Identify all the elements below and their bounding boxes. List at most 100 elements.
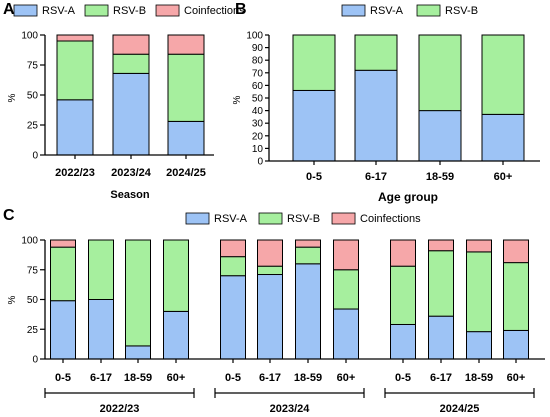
bar-segment-rsv-a: [167, 120, 205, 156]
legend-swatch-coinfections: [331, 212, 356, 225]
bar-segment-rsv-b: [295, 246, 321, 265]
bar-segment-rsv-a: [163, 310, 189, 360]
bar-segment-rsv-a: [503, 329, 529, 360]
bar-segment-rsv-a: [88, 299, 114, 360]
bar-segment-rsv-b: [292, 34, 336, 91]
legend-label: RSV-A: [214, 213, 248, 225]
bar-segment-rsv-b: [50, 246, 76, 302]
bar-segment-rsv-b: [418, 34, 462, 112]
x-tick-label: 60+: [167, 372, 186, 384]
bar-segment-coinfections: [257, 239, 283, 267]
bar-segment-rsv-b: [112, 53, 150, 74]
legend-swatch-rsv-b: [84, 4, 109, 17]
y-tick-label: 40: [252, 106, 264, 117]
bar-segment-rsv-a: [50, 300, 76, 360]
legend-swatch-rsv-a: [185, 212, 210, 225]
bar-segment-coinfections: [295, 239, 321, 248]
x-tick-label: 60+: [494, 171, 513, 183]
y-tick-label: 70: [252, 68, 264, 79]
group-label: 2023/24: [270, 403, 311, 415]
bar-segment-rsv-a: [56, 99, 94, 156]
bar-segment-rsv-a: [295, 263, 321, 360]
legend-swatch-rsv-b: [416, 4, 441, 17]
panel-letter: B: [235, 1, 247, 18]
x-tick-label: 2024/25: [166, 167, 206, 179]
y-tick-label: 50: [252, 94, 264, 105]
x-tick-label: 18-59: [465, 372, 493, 384]
bar-segment-rsv-b: [354, 34, 398, 71]
legend-swatch-rsv-a: [341, 4, 366, 17]
legend-label: RSV-B: [287, 213, 320, 225]
x-tick-label: 6-17: [365, 171, 387, 183]
x-tick-label: 0-5: [55, 372, 71, 384]
bar-segment-rsv-b: [88, 239, 114, 300]
bar-segment-coinfections: [112, 34, 150, 55]
bar-segment-coinfections: [503, 239, 529, 264]
bar-segment-rsv-a: [333, 308, 359, 360]
x-axis-title: Season: [110, 189, 149, 201]
bar-segment-coinfections: [220, 239, 246, 258]
legend-label: Coinfections: [360, 213, 421, 225]
legend-swatch-rsv-b: [258, 212, 283, 225]
y-tick-label: 50: [27, 91, 39, 102]
legend-label: RSV-B: [445, 5, 478, 17]
x-tick-label: 0-5: [395, 372, 411, 384]
legend-label: RSV-A: [370, 5, 404, 17]
legend-label: RSV-B: [113, 5, 146, 17]
bar-segment-rsv-a: [112, 72, 150, 156]
bar-segment-rsv-b: [220, 256, 246, 277]
y-tick-label: 0: [32, 151, 38, 162]
bar-segment-rsv-b: [481, 34, 525, 115]
y-tick-label: 0: [32, 355, 38, 366]
y-tick-label: 75: [27, 265, 39, 276]
group-label: 2022/23: [100, 403, 140, 415]
bar-segment-coinfections: [390, 239, 416, 267]
y-tick-label: 25: [27, 121, 39, 132]
y-axis-title: %: [7, 295, 18, 304]
y-axis-title: %: [7, 93, 18, 102]
bar-segment-coinfections: [56, 34, 94, 42]
bar-segment-coinfections: [333, 239, 359, 271]
y-tick-label: 50: [27, 295, 39, 306]
y-tick-label: 90: [252, 43, 264, 54]
bar-segment-rsv-b: [125, 239, 151, 347]
bar-segment-rsv-b: [167, 53, 205, 122]
legend-swatch-rsv-a: [13, 4, 38, 17]
x-tick-label: 60+: [507, 372, 526, 384]
x-tick-label: 60+: [337, 372, 356, 384]
bar-segment-rsv-a: [428, 315, 454, 360]
panel-letter: A: [3, 1, 15, 18]
bar-segment-rsv-a: [354, 69, 398, 162]
bar-segment-rsv-b: [333, 269, 359, 310]
bar-segment-rsv-b: [503, 262, 529, 331]
group-label: 2024/25: [440, 403, 480, 415]
bar-segment-rsv-a: [292, 89, 336, 162]
y-tick-label: 25: [27, 325, 39, 336]
x-tick-label: 2022/23: [55, 167, 95, 179]
y-tick-label: 0: [257, 157, 263, 168]
bar-segment-rsv-a: [257, 274, 283, 360]
panel-letter: C: [3, 207, 15, 224]
bar-segment-coinfections: [50, 239, 76, 248]
bar-segment-rsv-a: [220, 275, 246, 360]
x-tick-label: 18-59: [124, 372, 152, 384]
y-tick-label: 100: [21, 31, 38, 42]
y-tick-label: 100: [21, 236, 38, 247]
bar-segment-rsv-a: [390, 323, 416, 360]
y-tick-label: 10: [252, 144, 264, 155]
bar-segment-rsv-b: [163, 239, 189, 312]
bar-segment-rsv-a: [481, 113, 525, 162]
x-tick-label: 0-5: [306, 171, 322, 183]
x-tick-label: 0-5: [225, 372, 241, 384]
y-axis-title: %: [232, 95, 243, 104]
bar-segment-coinfections: [167, 34, 205, 55]
bar-segment-coinfections: [466, 239, 492, 253]
legend-swatch-coinfections: [155, 4, 180, 17]
bar-segment-coinfections: [428, 239, 454, 252]
y-tick-label: 20: [252, 131, 264, 142]
x-tick-label: 6-17: [259, 372, 281, 384]
x-tick-label: 6-17: [430, 372, 452, 384]
bar-segment-rsv-a: [466, 331, 492, 360]
bar-segment-rsv-b: [257, 265, 283, 276]
